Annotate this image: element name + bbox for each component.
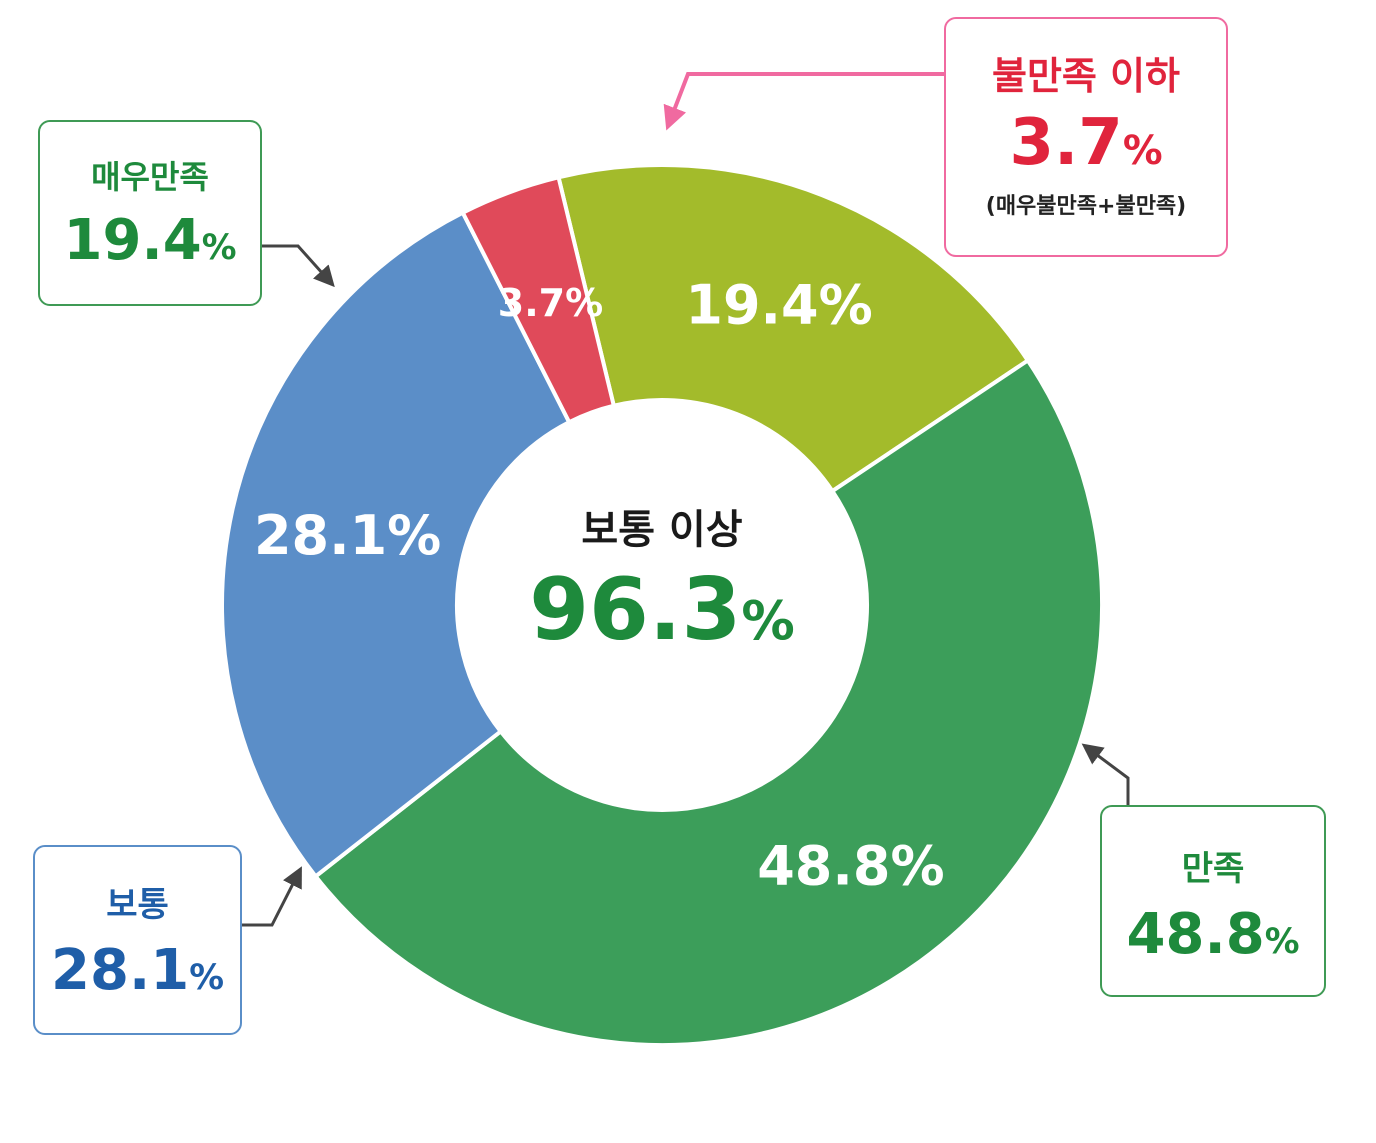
donut-hole: [457, 400, 867, 810]
callout-very-satisfied-unit: %: [201, 228, 237, 268]
leader-dissatisfied: [663, 72, 944, 131]
callout-satisfied-value: 48.8%: [1102, 902, 1324, 967]
callout-very-satisfied-number: 19.4: [63, 208, 202, 273]
leader-normal: [242, 866, 302, 927]
callout-normal: 보통 28.1%: [33, 845, 242, 1035]
center-value-unit: %: [741, 590, 795, 652]
slice-label-dissatisfied: 3.7%: [498, 281, 603, 325]
callout-dissatisfied-label: 불만족 이하: [991, 54, 1181, 98]
center-value: 96.3%: [462, 555, 862, 676]
center-value-number: 96.3: [529, 560, 742, 660]
leader-very-satisfied: [262, 244, 335, 288]
callout-satisfied-unit: %: [1264, 922, 1300, 962]
center-title: 보통 이상: [581, 507, 743, 553]
callout-very-satisfied-label: 매우만족: [91, 158, 209, 196]
callout-normal-unit: %: [189, 958, 224, 998]
callout-satisfied-label: 만족: [1181, 849, 1245, 889]
center-summary: 보통 이상 96.3%: [462, 505, 862, 676]
callout-very-satisfied: 매우만족 19.4%: [38, 120, 262, 306]
callout-dissatisfied-value: 3.7%: [946, 106, 1226, 180]
callout-normal-value: 28.1%: [35, 938, 240, 1003]
callout-dissatisfied-unit: %: [1122, 128, 1163, 174]
slice-label-satisfied: 48.8%: [757, 834, 944, 897]
callout-normal-label: 보통: [106, 885, 169, 925]
leader-satisfied: [1081, 743, 1130, 805]
callout-very-satisfied-value: 19.4%: [40, 208, 260, 273]
slice-label-normal: 28.1%: [254, 504, 441, 567]
callout-satisfied-number: 48.8: [1126, 902, 1265, 967]
callout-dissatisfied-number: 3.7: [1009, 106, 1123, 180]
slice-label-very-satisfied: 19.4%: [685, 274, 872, 337]
callout-dissatisfied-note: (매우불만족+불만족): [985, 194, 1187, 219]
callout-normal-number: 28.1: [51, 938, 190, 1003]
callout-satisfied: 만족 48.8%: [1100, 805, 1326, 997]
callout-dissatisfied: 불만족 이하 3.7% (매우불만족+불만족): [944, 17, 1228, 257]
